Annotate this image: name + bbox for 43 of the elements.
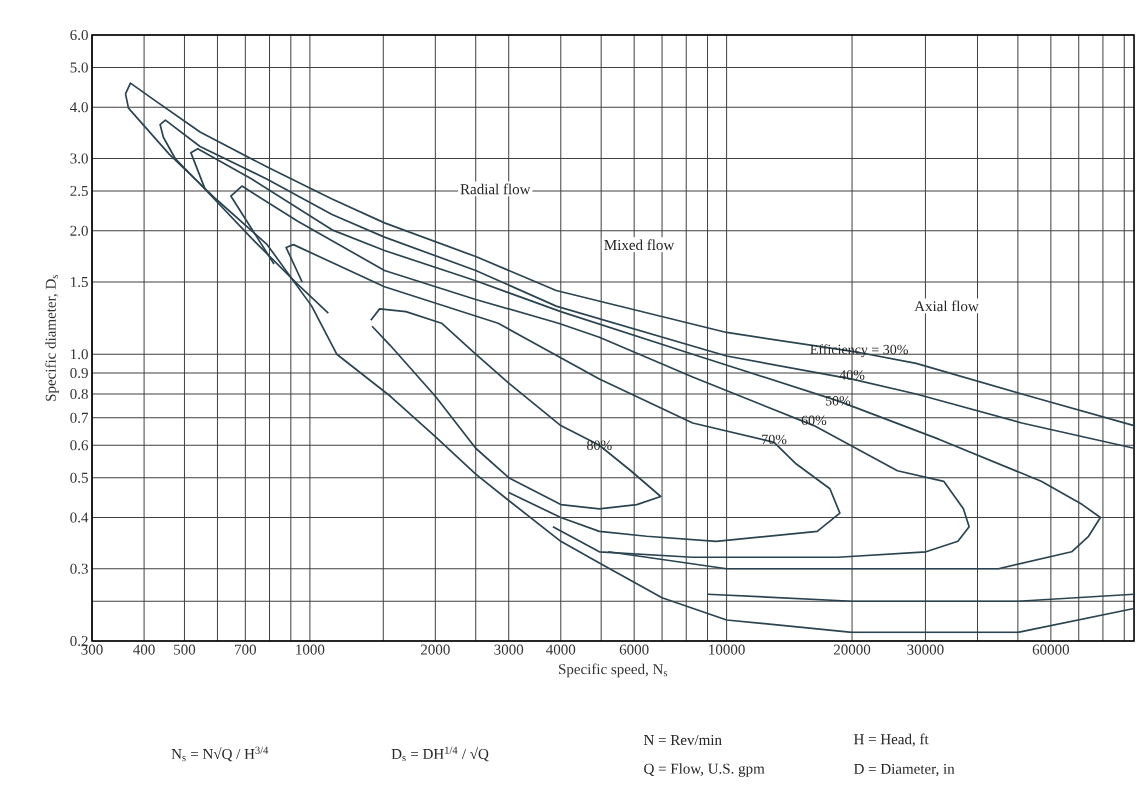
y-tick-label: 0.6 xyxy=(70,440,89,451)
annotation: 70% xyxy=(762,434,787,445)
text: Q = Flow, U.S. gpm xyxy=(644,763,765,777)
x-tick-label: 3000 xyxy=(494,644,524,655)
x-tick-label: 6000 xyxy=(619,644,649,655)
y-tick-label: 1.5 xyxy=(71,276,88,288)
annotation: 60% xyxy=(801,415,827,426)
y-tick-label: 1.0 xyxy=(71,349,88,360)
x-tick-label: 500 xyxy=(174,644,196,655)
y-tick-label: 3.0 xyxy=(70,153,88,164)
x-tick-label: 10000 xyxy=(709,644,745,655)
y-tick-label: 6.0 xyxy=(70,29,88,41)
x-tick-label: 60000 xyxy=(1032,644,1070,655)
x-tick-label: 1000 xyxy=(296,644,325,655)
x-tick-label: 700 xyxy=(235,644,257,655)
y-tick-label: 0.5 xyxy=(70,472,88,483)
y-tick-label: 5.0 xyxy=(70,62,88,73)
text: D$_{s}$ = DH$^{1/4}$ / √Q xyxy=(391,746,489,762)
annotation: 40% xyxy=(839,370,865,380)
y-tick-label: 0.9 xyxy=(70,367,88,379)
y-tick-label: 0.7 xyxy=(70,412,89,423)
x-tick-label: 400 xyxy=(133,644,155,655)
annotation: Mixed flow xyxy=(604,239,675,251)
annotation: Axial flow xyxy=(914,300,979,312)
y-tick-label: 4.0 xyxy=(70,102,88,113)
y-tick-label: 0.2 xyxy=(70,635,88,647)
text: D = Diameter, in xyxy=(853,763,955,777)
y-tick-label: 2.0 xyxy=(70,225,88,236)
x-tick-label: 20000 xyxy=(833,644,871,655)
text: N = Rev/min xyxy=(643,734,722,746)
x-tick-label: 30000 xyxy=(907,644,944,655)
x-tick-label: 300 xyxy=(81,644,103,655)
y-tick-label: 0.3 xyxy=(70,563,88,574)
x-tick-label: 4000 xyxy=(546,644,576,655)
y-tick-label: 0.4 xyxy=(70,512,89,523)
text: N$_{s}$ = N√Q / H$^{3/4}$ xyxy=(171,746,269,762)
x-axis-title: Specific speed, N$_{s}$ xyxy=(559,663,668,678)
y-tick-label: 2.5 xyxy=(70,185,88,197)
x-tick-label: 2000 xyxy=(420,644,450,655)
text: H = Head, ft xyxy=(853,733,929,747)
annotation: Radial flow xyxy=(460,183,531,195)
y-tick-label: 0.8 xyxy=(70,388,88,400)
y-axis-title: Specific diameter, D$_{s}$ xyxy=(45,275,59,401)
